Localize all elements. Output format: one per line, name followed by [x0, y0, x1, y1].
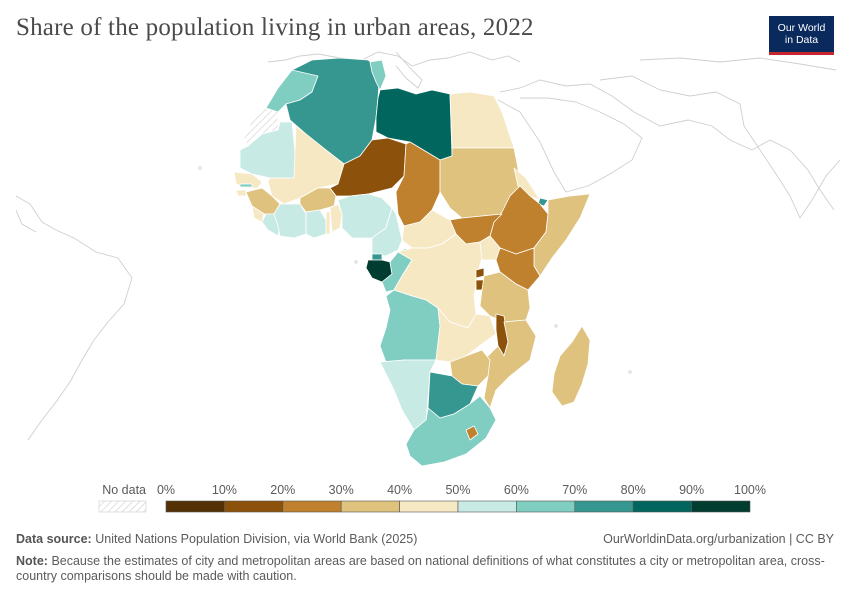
- legend-bin-8[interactable]: [632, 500, 692, 513]
- data-source-label: Data source:: [16, 532, 92, 546]
- sao-tome-dot: [354, 260, 358, 264]
- country-tanzania: [479, 271, 531, 323]
- mauritius-dot: [628, 370, 632, 374]
- legend: No data 0% 10% 20% 30% 40% 50% 60% 70% 80% 90% 100…: [0, 478, 850, 518]
- legend-tick-label: 40%: [387, 483, 412, 497]
- country-gambia: [239, 183, 253, 188]
- legend-bin-2[interactable]: [282, 500, 342, 513]
- india-outline: [743, 125, 841, 219]
- legend-tick-label: 60%: [504, 483, 529, 497]
- americas-outline: [15, 195, 133, 441]
- country-ghana: [305, 209, 327, 239]
- country-eritrea: [513, 167, 541, 201]
- italy-outline: [395, 51, 423, 89]
- legend-bin-4[interactable]: [399, 500, 459, 513]
- legend-tick-label: 90%: [679, 483, 704, 497]
- source-url-link[interactable]: OurWorldinData.org/urbanization | CC BY: [603, 532, 834, 546]
- country-mozambique: [483, 319, 537, 409]
- middle-east-outline: [499, 79, 835, 211]
- country-zambia: [435, 307, 497, 363]
- legend-bin-0[interactable]: [165, 500, 225, 513]
- country-egypt: [449, 91, 515, 149]
- chart-title: Share of the population living in urban …: [16, 14, 534, 41]
- legend-no-data-swatch: [98, 500, 147, 513]
- legend-tick-label: 30%: [329, 483, 354, 497]
- country-rwanda: [475, 267, 485, 279]
- country-kenya: [495, 247, 541, 291]
- legend-tick-label: 80%: [621, 483, 646, 497]
- legend-no-data-label: No data: [102, 483, 146, 497]
- legend-tick-label: 100%: [734, 483, 766, 497]
- choropleth-map: [15, 51, 841, 467]
- legend-tick-label: 70%: [562, 483, 587, 497]
- legend-bin-7[interactable]: [574, 500, 634, 513]
- logo-line-1: Our World: [777, 22, 826, 34]
- country-togo: [325, 211, 331, 235]
- data-source: Data source: United Nations Population D…: [16, 532, 417, 546]
- arabia-outline: [497, 97, 643, 193]
- country-somalia: [533, 193, 591, 277]
- legend-bin-1[interactable]: [224, 500, 284, 513]
- cape-verde-dot: [198, 166, 202, 170]
- caribbean-outline: [15, 209, 37, 233]
- legend-bin-9[interactable]: [691, 500, 751, 513]
- europe-outline: [267, 51, 521, 67]
- legend-bin-5[interactable]: [457, 500, 517, 513]
- legend-tick-label: 20%: [270, 483, 295, 497]
- iran-outline: [599, 75, 745, 127]
- country-lesotho: [465, 425, 479, 441]
- data-source-text: United Nations Population Division, via …: [95, 532, 418, 546]
- legend-bin-3[interactable]: [340, 500, 400, 513]
- legend-scale: No data 0% 10% 20% 30% 40% 50% 60% 70% 80% 90% 100…: [98, 483, 766, 513]
- country-mauritania: [239, 121, 297, 179]
- country-south-africa: [405, 395, 497, 467]
- central-asia-outline: [639, 57, 837, 71]
- country-guinea-bissau: [235, 189, 247, 197]
- note-text: Because the estimates of city and metrop…: [16, 554, 825, 583]
- country-equatorial-guinea: [371, 253, 383, 261]
- legend-tick-label: 10%: [212, 483, 237, 497]
- logo-line-2: in Data: [784, 34, 819, 46]
- country-benin: [329, 203, 343, 233]
- note-label: Note:: [16, 554, 48, 568]
- comoros-dot: [554, 324, 558, 328]
- legend-tick-label: 50%: [445, 483, 470, 497]
- legend-bin-6[interactable]: [516, 500, 576, 513]
- country-madagascar: [551, 325, 591, 407]
- legend-tick-label: 0%: [157, 483, 175, 497]
- owid-logo[interactable]: Our World in Data: [769, 16, 834, 55]
- chart-note: Note: Because the estimates of city and …: [16, 554, 834, 584]
